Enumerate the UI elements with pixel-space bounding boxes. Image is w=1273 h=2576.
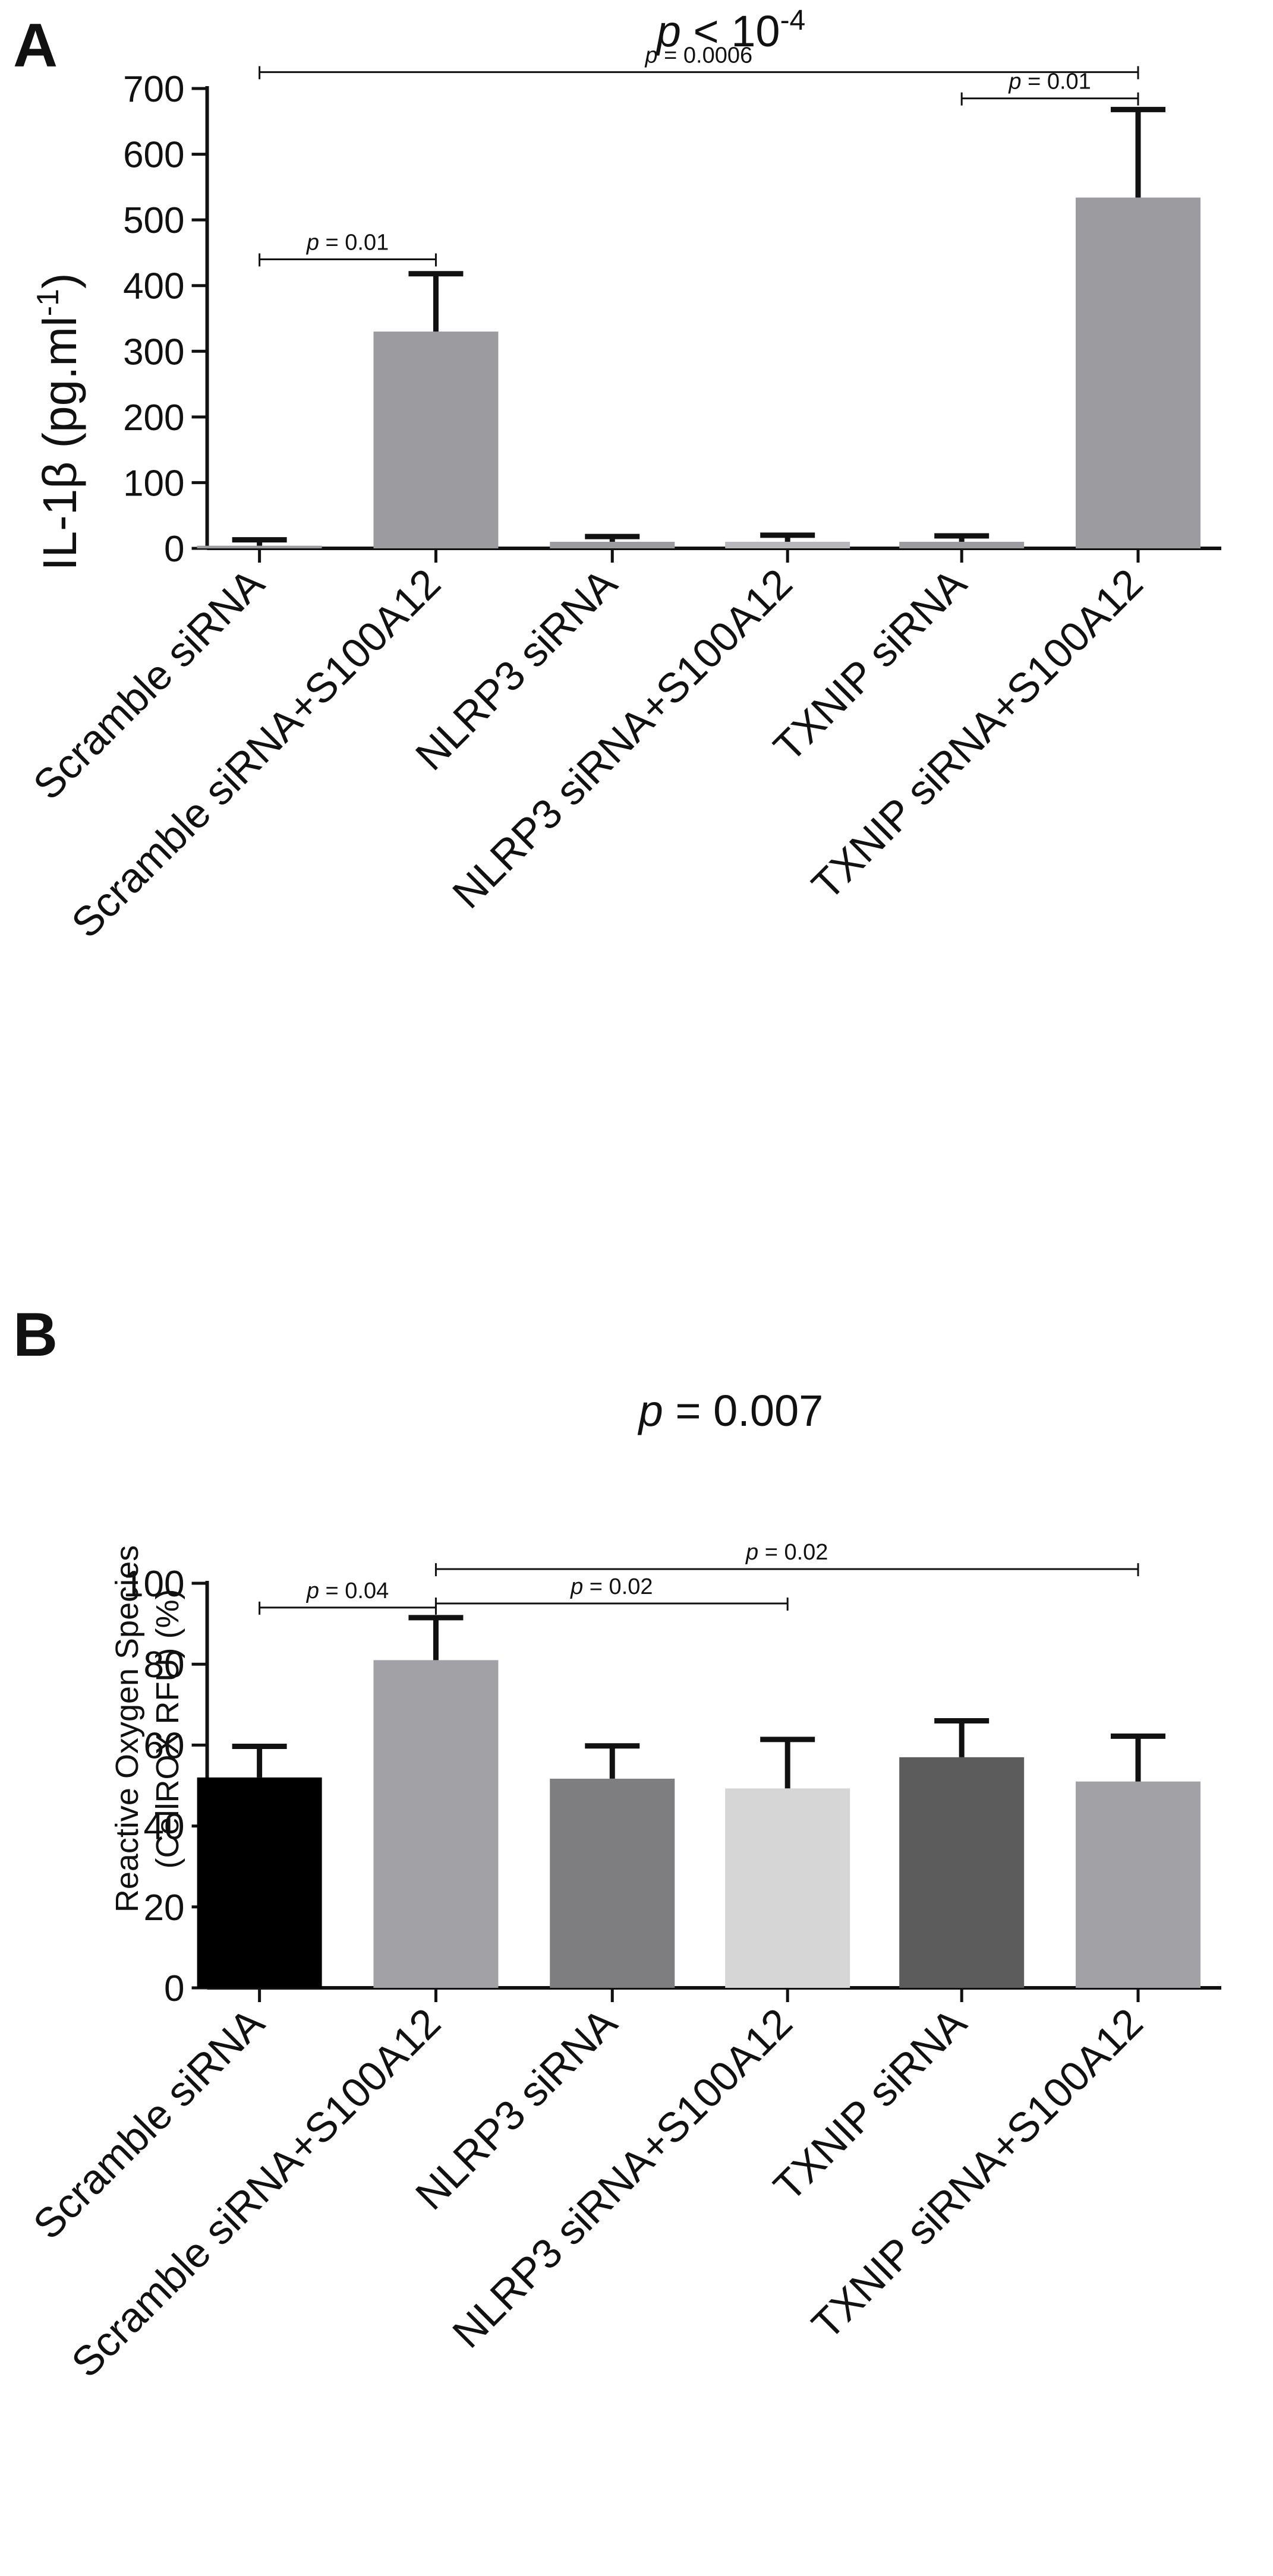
y-axis-label: IL-1β (pg.ml-1) xyxy=(31,273,86,570)
bar-4 xyxy=(725,541,850,548)
y-tick-label: 80 xyxy=(144,1644,185,1685)
y-tick-label: 20 xyxy=(144,1887,185,1928)
comparison-p-label: p = 0.02 xyxy=(570,1574,653,1599)
bar-4 xyxy=(725,1788,850,1988)
text-span: = 0.02 xyxy=(758,1540,828,1565)
y-tick-label: 600 xyxy=(123,135,184,176)
comparison-p-label: p = 0.04 xyxy=(306,1579,389,1603)
text-span: < 10 xyxy=(681,7,780,56)
category-label: NLRP3 siRNA+S100A12 xyxy=(443,560,801,917)
bar-3 xyxy=(550,541,675,548)
panel-letter: B xyxy=(13,1300,58,1369)
bar-2 xyxy=(373,1660,499,1988)
text-span: = 0.01 xyxy=(319,230,389,255)
text-span: = 0.007 xyxy=(663,1386,824,1435)
text-span: p xyxy=(570,1574,583,1599)
y-tick-label: 0 xyxy=(164,529,184,570)
y-tick-label: 100 xyxy=(123,1564,184,1605)
panel-letter: A xyxy=(13,11,58,80)
y-tick-label: 100 xyxy=(123,463,184,504)
y-tick-label: 300 xyxy=(123,332,184,372)
bar-2 xyxy=(373,332,499,548)
y-tick-label: 0 xyxy=(164,1968,184,2009)
y-axis-label-line1: Reactive Oxygen Species xyxy=(109,1545,145,1912)
y-tick-label: 400 xyxy=(123,266,184,307)
text-span: p xyxy=(306,230,319,255)
bar-3 xyxy=(550,1778,675,1988)
text-span: ) xyxy=(33,273,86,289)
y-tick-label: 40 xyxy=(144,1807,185,1848)
y-axis-label-line2: (CellROX RFU) (%) xyxy=(150,1589,185,1869)
category-label: Scramble siRNA+S100A12 xyxy=(62,560,449,946)
text-span: IL-1β (pg.ml xyxy=(33,316,86,570)
text-span: = 0.0006 xyxy=(658,43,753,68)
y-tick-label: 60 xyxy=(144,1725,185,1766)
bar-6 xyxy=(1076,1781,1200,1988)
text-span: -1 xyxy=(31,289,65,316)
bar-5 xyxy=(899,1757,1025,1988)
category-label: NLRP3 siRNA+S100A12 xyxy=(443,1999,801,2356)
text-span: p xyxy=(644,43,657,68)
text-span: p xyxy=(306,1579,319,1603)
text-span: p xyxy=(638,1386,663,1435)
text-span: p xyxy=(1008,70,1021,94)
y-tick-label: 500 xyxy=(123,200,184,241)
text-span: = 0.02 xyxy=(583,1574,653,1599)
text-span: -4 xyxy=(780,5,806,36)
category-label: Scramble siRNA+S100A12 xyxy=(62,1999,449,2386)
overall-p-label: p < 10-4 xyxy=(656,5,806,56)
text-span: p xyxy=(745,1540,758,1565)
comparison-p-label: p = 0.0006 xyxy=(644,43,752,68)
bar-5 xyxy=(899,541,1025,548)
comparison-p-label: p = 0.01 xyxy=(1008,70,1091,94)
y-tick-label: 200 xyxy=(123,397,184,438)
comparison-p-label: p = 0.02 xyxy=(745,1540,828,1565)
category-label: TXNIP siRNA+S100A12 xyxy=(803,560,1152,908)
bar-6 xyxy=(1076,197,1200,548)
text-span: p xyxy=(656,7,681,56)
category-label: TXNIP siRNA+S100A12 xyxy=(803,1999,1152,2348)
bar-1 xyxy=(197,1777,322,1988)
text-span: = 0.04 xyxy=(319,1579,389,1603)
comparison-p-label: p = 0.01 xyxy=(306,230,389,255)
text-span: = 0.01 xyxy=(1022,70,1091,94)
bar-1 xyxy=(197,545,322,548)
overall-p-label: p = 0.007 xyxy=(638,1386,824,1435)
y-tick-label: 700 xyxy=(123,69,184,110)
